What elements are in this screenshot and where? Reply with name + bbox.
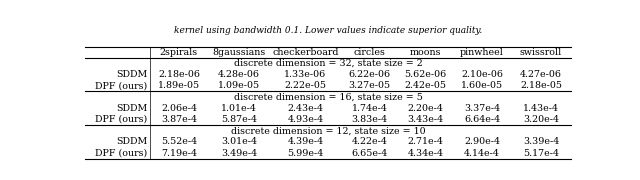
Text: 2.18e-06: 2.18e-06 <box>158 70 200 79</box>
Text: 4.28e-06: 4.28e-06 <box>218 70 260 79</box>
Text: moons: moons <box>410 48 442 57</box>
Text: 3.20e-4: 3.20e-4 <box>523 115 559 124</box>
Text: kernel using bandwidth 0.1. Lower values indicate superior quality.: kernel using bandwidth 0.1. Lower values… <box>174 26 482 35</box>
Text: 3.83e-4: 3.83e-4 <box>351 115 387 124</box>
Text: discrete dimension = 16, state size = 5: discrete dimension = 16, state size = 5 <box>234 93 422 102</box>
Text: 1.74e-4: 1.74e-4 <box>351 104 387 113</box>
Text: 2.20e-4: 2.20e-4 <box>408 104 444 113</box>
Text: 5.62e-06: 5.62e-06 <box>404 70 447 79</box>
Text: 4.93e-4: 4.93e-4 <box>287 115 323 124</box>
Text: 3.01e-4: 3.01e-4 <box>221 138 257 147</box>
Text: 7.19e-4: 7.19e-4 <box>161 149 197 158</box>
Text: pinwheel: pinwheel <box>460 48 504 57</box>
Text: DPF (ours): DPF (ours) <box>95 81 148 90</box>
Text: 4.39e-4: 4.39e-4 <box>287 138 323 147</box>
Text: DPF (ours): DPF (ours) <box>95 149 148 158</box>
Text: 2.10e-06: 2.10e-06 <box>461 70 503 79</box>
Text: 5.17e-4: 5.17e-4 <box>523 149 559 158</box>
Text: 6.22e-06: 6.22e-06 <box>348 70 390 79</box>
Text: 2.42e-05: 2.42e-05 <box>404 81 447 90</box>
Text: 3.87e-4: 3.87e-4 <box>161 115 197 124</box>
Text: swissroll: swissroll <box>520 48 562 57</box>
Text: 3.27e-05: 3.27e-05 <box>348 81 390 90</box>
Text: 1.43e-4: 1.43e-4 <box>523 104 559 113</box>
Text: 4.27e-06: 4.27e-06 <box>520 70 562 79</box>
Text: 5.52e-4: 5.52e-4 <box>161 138 197 147</box>
Text: SDDM: SDDM <box>116 138 148 147</box>
Text: 2.06e-4: 2.06e-4 <box>161 104 197 113</box>
Text: DPF (ours): DPF (ours) <box>95 115 148 124</box>
Text: 1.09e-05: 1.09e-05 <box>218 81 260 90</box>
Text: 2.71e-4: 2.71e-4 <box>408 138 444 147</box>
Text: checkerboard: checkerboard <box>272 48 339 57</box>
Text: discrete dimension = 12, state size = 10: discrete dimension = 12, state size = 10 <box>230 126 426 135</box>
Text: 1.60e-05: 1.60e-05 <box>461 81 503 90</box>
Text: circles: circles <box>353 48 385 57</box>
Text: 4.34e-4: 4.34e-4 <box>408 149 444 158</box>
Text: 4.22e-4: 4.22e-4 <box>351 138 387 147</box>
Text: 2.22e-05: 2.22e-05 <box>284 81 326 90</box>
Text: 6.64e-4: 6.64e-4 <box>464 115 500 124</box>
Text: 5.87e-4: 5.87e-4 <box>221 115 257 124</box>
Text: 1.89e-05: 1.89e-05 <box>158 81 200 90</box>
Text: 6.65e-4: 6.65e-4 <box>351 149 387 158</box>
Text: 1.01e-4: 1.01e-4 <box>221 104 257 113</box>
Text: 8gaussians: 8gaussians <box>212 48 266 57</box>
Text: 2.90e-4: 2.90e-4 <box>464 138 500 147</box>
Text: 1.33e-06: 1.33e-06 <box>284 70 326 79</box>
Text: 2spirals: 2spirals <box>160 48 198 57</box>
Text: SDDM: SDDM <box>116 70 148 79</box>
Text: 3.39e-4: 3.39e-4 <box>523 138 559 147</box>
Text: discrete dimension = 32, state size = 2: discrete dimension = 32, state size = 2 <box>234 59 422 68</box>
Text: 5.99e-4: 5.99e-4 <box>287 149 324 158</box>
Text: 2.43e-4: 2.43e-4 <box>287 104 323 113</box>
Text: 3.49e-4: 3.49e-4 <box>221 149 257 158</box>
Text: 3.37e-4: 3.37e-4 <box>464 104 500 113</box>
Text: 2.18e-05: 2.18e-05 <box>520 81 562 90</box>
Text: 4.14e-4: 4.14e-4 <box>464 149 500 158</box>
Text: SDDM: SDDM <box>116 104 148 113</box>
Text: 3.43e-4: 3.43e-4 <box>408 115 444 124</box>
